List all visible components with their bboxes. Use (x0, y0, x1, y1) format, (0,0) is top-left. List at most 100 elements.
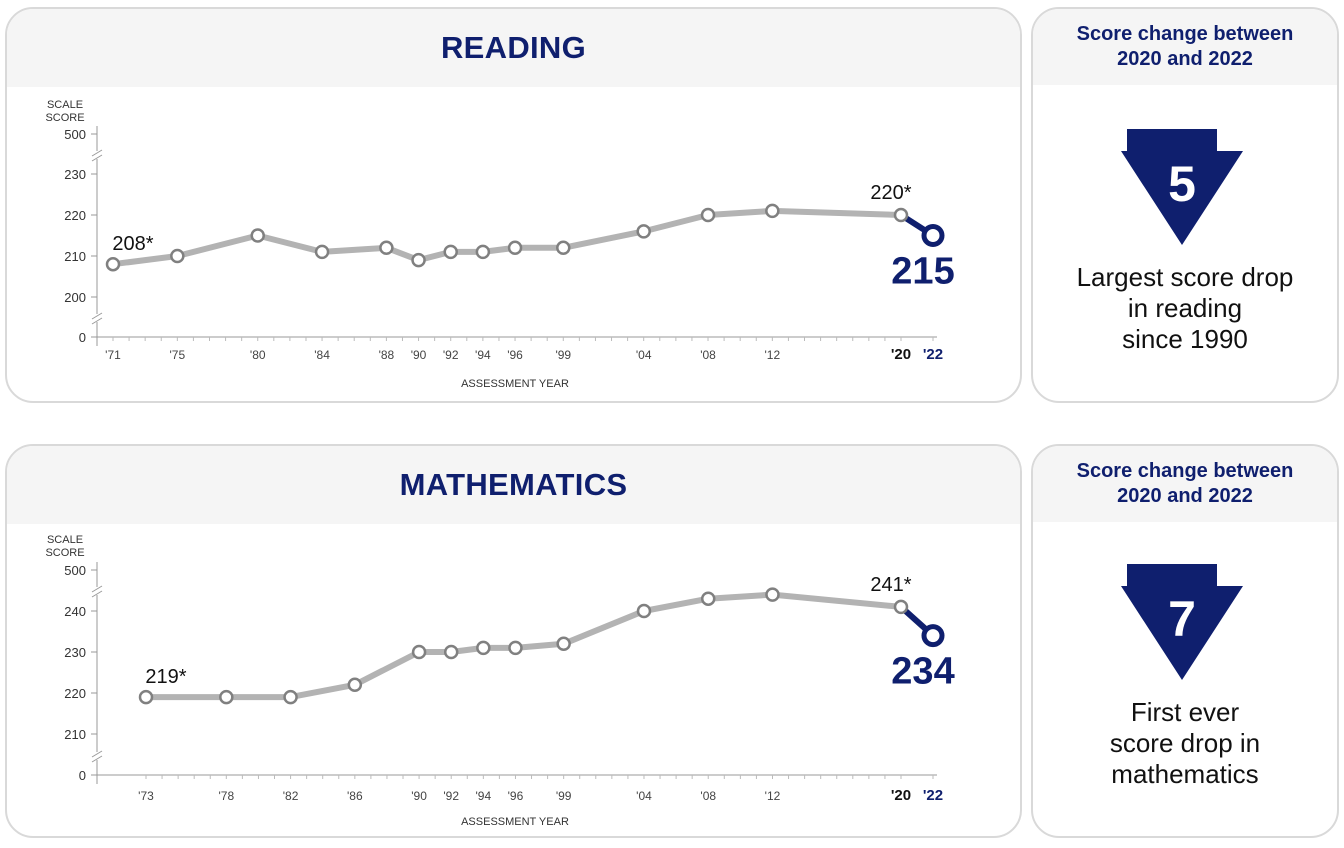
math-point-2008 (700, 591, 716, 606)
reading-change-header: Score change between 2020 and 2022 (1033, 9, 1337, 85)
reading-desc-line2: in reading (1127, 293, 1243, 323)
math-xtick-label-1973: '73 (138, 789, 154, 803)
math-xtick-label-2008: '08 (700, 789, 716, 803)
math-point-2020 (893, 599, 909, 615)
reading-point-1975 (170, 248, 185, 264)
math-point-1999 (556, 636, 571, 652)
reading-xtick-label-2022: '22 (923, 346, 943, 363)
math-ytick-label-220: 220 (64, 686, 86, 701)
reading-xlabel: ASSESSMENT YEAR (461, 378, 569, 390)
math-down-arrow-icon: 7 (1121, 564, 1243, 680)
math-xtick-label-2012: '12 (765, 789, 781, 803)
reading-change-description: Largest score drop in reading since 1990 (1040, 262, 1330, 355)
math-desc-line2: score drop in (1109, 728, 1261, 758)
math-xtick-label-2022: '22 (923, 787, 943, 804)
math-xtick-label-2020: '20 (891, 787, 911, 804)
reading-point-1996 (507, 240, 523, 256)
reading-point-1980 (250, 228, 265, 243)
reading-axis-break-1b (91, 317, 103, 325)
reading-xtick-label-1996: '96 (507, 348, 523, 362)
math-change-title-line1: Score change between (1076, 460, 1294, 482)
math-point-2004 (636, 603, 652, 619)
reading-series-line (110, 207, 904, 268)
reading-label-1971: 208* (112, 233, 153, 255)
reading-point-1984 (314, 244, 330, 260)
math-change-title-line2: 2020 and 2022 (1117, 485, 1253, 507)
math-xlabel: ASSESSMENT YEAR (461, 816, 569, 828)
reading-ylabel-line1: SCALE (47, 99, 83, 111)
math-xtick-label-1999: '99 (556, 789, 572, 803)
reading-point-1999 (556, 240, 571, 256)
math-ylabel-line1: SCALE (47, 534, 83, 546)
math-xtick-label-1990: '90 (411, 789, 427, 803)
math-xtick-label-1994: '94 (476, 789, 492, 803)
math-point-1982 (283, 689, 298, 705)
math-xtick-label-1982: '82 (283, 789, 299, 803)
reading-ytick-label-0: 0 (79, 330, 86, 345)
reading-change-value: 5 (1168, 156, 1196, 212)
reading-point-1992 (443, 244, 458, 260)
reading-label-2020: 220* (870, 182, 911, 204)
math-label-1973: 219* (145, 666, 186, 688)
math-ytick-label-210: 210 (64, 727, 86, 742)
reading-point-1988 (379, 240, 394, 256)
reading-point-2022 (921, 224, 945, 247)
reading-point-1990 (411, 252, 426, 268)
math-change-panel: Score change between 2020 and 2022 7 Fir… (1031, 444, 1339, 838)
reading-ytick-label-230: 230 (64, 167, 86, 182)
reading-title: READING (440, 30, 587, 65)
math-point-1992 (443, 644, 459, 660)
reading-xtick-label-1971: '71 (105, 348, 121, 362)
math-xtick-label-1978: '78 (218, 789, 234, 803)
reading-xtick-label-2008: '08 (700, 348, 716, 362)
math-series-line (143, 591, 904, 701)
math-change-value: 7 (1168, 591, 1196, 647)
reading-xtick-label-2012: '12 (765, 348, 781, 362)
math-ytick-label-0: 0 (79, 768, 86, 783)
reading-change-body: 5 Largest score drop in reading since 19… (1033, 127, 1337, 355)
math-point-2012 (765, 587, 780, 602)
math-point-1973 (138, 689, 154, 705)
math-point-1978 (219, 689, 234, 705)
reading-point-1971 (105, 256, 121, 272)
math-desc-line3: mathematics (1111, 759, 1259, 789)
math-xtick-label-2004: '04 (636, 789, 652, 803)
reading-point-2012 (765, 203, 780, 219)
reading-change-title-line2: 2020 and 2022 (1117, 48, 1253, 70)
math-axis-break-1b (91, 755, 103, 763)
reading-xtick-label-1988: '88 (379, 348, 395, 362)
math-header: MATHEMATICS (7, 446, 1020, 524)
math-ytick-label-240: 240 (64, 604, 86, 619)
math-ytick-label-500: 500 (64, 563, 86, 578)
math-xtick-label-1992: '92 (443, 789, 459, 803)
math-point-1990 (411, 644, 427, 660)
math-point-1986 (347, 677, 363, 693)
reading-point-2008 (700, 207, 716, 223)
reading-xtick-label-1975: '75 (170, 348, 186, 362)
reading-change-panel: Score change between 2020 and 2022 5 Lar… (1031, 7, 1339, 403)
reading-desc-line1: Largest score drop (1076, 262, 1294, 292)
math-label-2022: 234 (891, 651, 954, 693)
reading-header: READING (7, 9, 1020, 87)
reading-point-1994 (475, 244, 491, 260)
reading-xtick-label-1990: '90 (411, 348, 427, 362)
reading-ytick-label-220: 220 (64, 208, 86, 223)
math-point-1994 (476, 640, 491, 656)
math-ytick-label-230: 230 (64, 645, 86, 660)
math-point-1996 (508, 640, 523, 656)
math-desc-line1: First ever (1130, 697, 1240, 727)
reading-ytick-label-210: 210 (64, 249, 86, 264)
math-ylabel-line2: SCORE (45, 547, 84, 559)
math-change-description: First ever score drop in mathematics (1040, 697, 1330, 790)
reading-point-2020 (893, 207, 909, 223)
math-point-2022 (921, 624, 945, 648)
math-label-2020: 241* (870, 574, 911, 596)
reading-xtick-label-1999: '99 (555, 348, 571, 362)
reading-down-arrow-icon: 5 (1121, 129, 1243, 245)
math-axis-break-0a (91, 585, 103, 593)
math-axis-break-0b (91, 590, 103, 598)
reading-xtick-label-2004: '04 (636, 348, 652, 362)
math-xtick-label-1996: '96 (508, 789, 524, 803)
